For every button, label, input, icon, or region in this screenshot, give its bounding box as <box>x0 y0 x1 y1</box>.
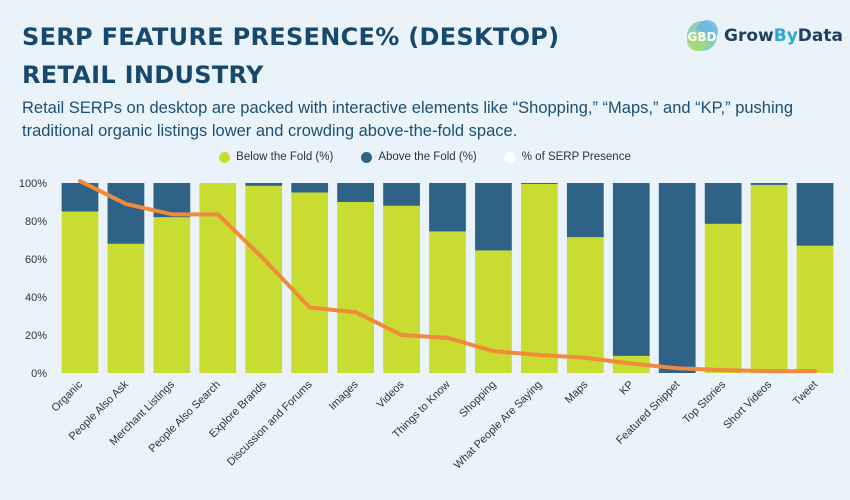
growbydata-logo-icon: GBD <box>687 20 718 51</box>
title-line-1: SERP FEATURE PRESENCE% (DESKTOP) <box>22 23 560 51</box>
bar-below-fold <box>337 202 374 373</box>
bar-above-fold <box>796 183 834 246</box>
x-tick-label: Discussion and Forums <box>225 378 315 468</box>
x-tick-label: Tweet <box>791 379 820 408</box>
legend-swatch-above <box>361 151 373 163</box>
x-tick-label: Maps <box>563 378 591 406</box>
bar-below-fold <box>245 185 283 373</box>
x-tick-label: Videos <box>375 378 407 410</box>
bar-below-fold <box>475 250 512 373</box>
legend-item-presence: % of SERP Presence <box>504 151 631 163</box>
x-tick-label: Organic <box>49 378 85 414</box>
legend-item-above: Above the Fold (%) <box>361 151 477 163</box>
serp-presence-line <box>77 179 818 374</box>
y-tick-label: 0% <box>31 368 47 380</box>
growbydata-logo: GBD GrowByData <box>686 20 843 52</box>
logo-text-by: By <box>773 26 798 46</box>
legend-item-below: Below the Fold (%) <box>219 151 333 163</box>
legend-swatch-below <box>219 151 231 163</box>
bar-above-fold <box>245 183 283 186</box>
bar-above-fold <box>337 183 374 202</box>
x-tick-label: Images <box>327 378 361 412</box>
legend-label-above: Above the Fold (%) <box>378 151 477 163</box>
bar-below-fold <box>704 223 742 373</box>
legend-label-presence: % of SERP Presence <box>521 151 631 163</box>
x-tick-label: Shopping <box>457 379 498 420</box>
x-tick-label: KP <box>618 379 637 398</box>
y-tick-label: 80% <box>25 216 47 228</box>
y-tick-label: 40% <box>25 292 47 304</box>
bar-below-fold <box>750 184 788 373</box>
y-tick-label: 60% <box>25 254 47 266</box>
legend-label-below: Below the Fold (%) <box>236 151 334 163</box>
bar-above-fold <box>429 183 466 232</box>
svg-text:GBD: GBD <box>688 30 717 44</box>
bar-below-fold <box>566 237 604 373</box>
bar-below-fold <box>107 243 145 373</box>
x-tick-label: What People Are Saying <box>452 379 545 472</box>
title-line-2: RETAIL INDUSTRY <box>22 61 264 89</box>
x-tick-label: Short Videos <box>721 378 774 431</box>
legend-swatch-presence <box>504 151 516 163</box>
bar-above-fold <box>521 183 558 184</box>
bar-above-fold <box>291 183 329 193</box>
bar-below-fold <box>796 245 834 373</box>
y-tick-label: 20% <box>25 330 47 342</box>
bar-above-fold <box>566 183 604 238</box>
bar-below-fold <box>199 183 237 373</box>
logo-text-data: Data <box>797 26 843 46</box>
bar-above-fold <box>750 183 788 185</box>
bar-below-fold <box>383 205 420 373</box>
bar-above-fold <box>475 183 512 251</box>
bar-above-fold <box>658 183 696 373</box>
chart-subtitle: Retail SERPs on desktop are packed with … <box>22 99 794 140</box>
bar-below-fold <box>291 192 329 373</box>
bar-below-fold <box>521 183 558 373</box>
chart-title: SERP FEATURE PRESENCE% (DESKTOP) RETAIL … <box>22 18 559 94</box>
chart-legend: Below the Fold (%) Above the Fold (%) % … <box>0 151 850 163</box>
bar-above-fold <box>107 183 145 244</box>
logo-text: GrowByData <box>724 26 843 46</box>
bar-below-fold <box>429 231 466 373</box>
y-tick-label: 100% <box>19 178 47 190</box>
bar-above-fold <box>704 183 742 224</box>
bar-below-fold <box>61 211 99 373</box>
bar-above-fold <box>612 183 650 356</box>
bar-below-fold <box>153 217 191 373</box>
logo-text-grow: Grow <box>724 26 774 46</box>
bar-above-fold <box>383 183 420 206</box>
x-tick-label: Top Stories <box>681 378 729 426</box>
